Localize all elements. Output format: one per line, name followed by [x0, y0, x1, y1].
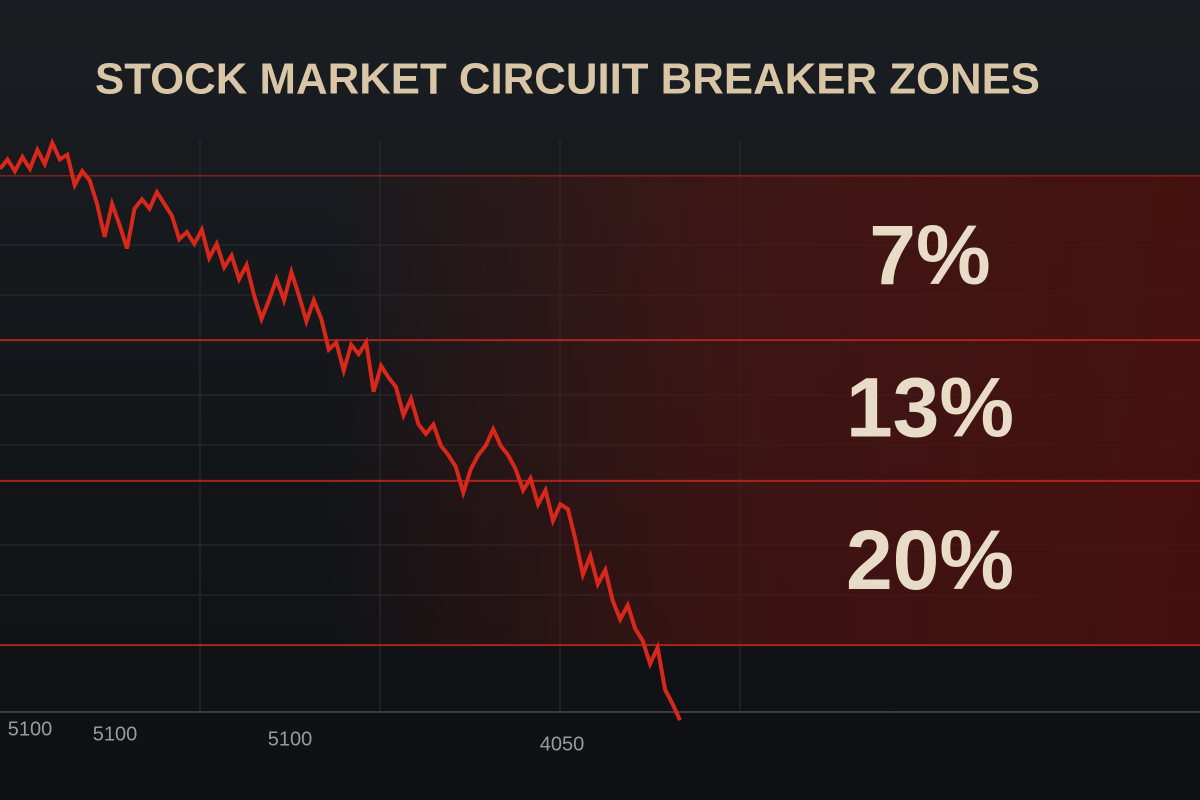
zone-label: 13% [846, 361, 1014, 455]
x-tick-label: 5100 [8, 718, 53, 740]
zone-glow [330, 175, 1200, 646]
price-line [0, 137, 682, 722]
zone-label: 20% [846, 513, 1014, 607]
x-tick-label: 5100 [268, 728, 313, 750]
chart-title: STOCK MARKET CIRCUIIT BREAKER ZONES [95, 55, 1040, 104]
zone-label: 7% [869, 208, 990, 302]
x-tick-label: 4050 [540, 733, 585, 755]
x-tick-label: 5100 [93, 723, 138, 745]
